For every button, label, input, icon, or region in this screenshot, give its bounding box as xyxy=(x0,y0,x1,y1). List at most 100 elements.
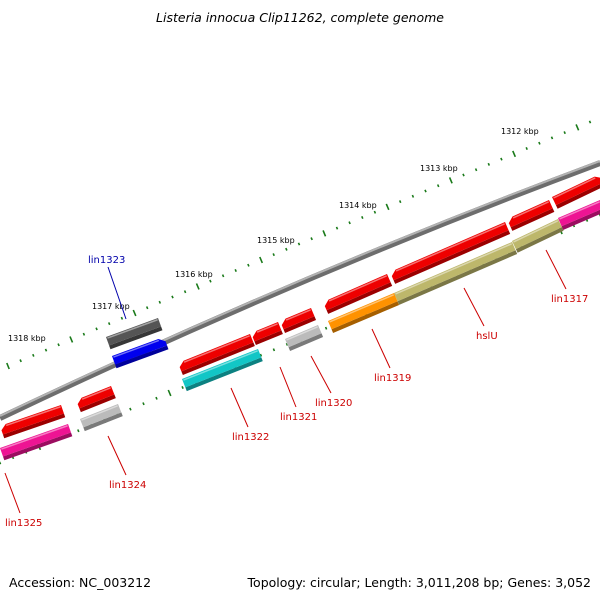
outer-scale-tick-33 xyxy=(424,189,427,193)
topology-value: circular xyxy=(310,575,357,590)
genes-label: Genes: xyxy=(507,575,552,590)
gene-red-lin1325 xyxy=(1,404,66,439)
leader-lin1321 xyxy=(279,366,297,408)
gene-darkgrey-lin1323 xyxy=(106,318,163,350)
kbp-label-1315: 1315 kbp xyxy=(257,236,295,245)
genome-backbone-highlight xyxy=(0,160,600,417)
kbp-label-1318: 1318 kbp xyxy=(8,334,46,343)
leader-lin1325 xyxy=(4,472,21,514)
gene-label-lin1324: lin1324 xyxy=(109,480,146,491)
inner-scale-tick-61 xyxy=(181,385,184,390)
inner-scale-tick-57 xyxy=(129,407,132,411)
kbp-label-1316: 1316 kbp xyxy=(175,270,213,279)
outer-scale-tick-43 xyxy=(550,136,554,140)
gene-leader-lines xyxy=(4,249,567,514)
outer-scale-tick-35 xyxy=(448,177,453,184)
gene-grey-lin1324 xyxy=(80,404,123,432)
outer-scale-tick-18 xyxy=(234,268,237,273)
outer-scale-tick-29 xyxy=(373,210,377,214)
inner-scale-tick-67 xyxy=(259,353,263,357)
outer-scale-tick-22 xyxy=(285,247,288,251)
gene-label-lin1317: lin1317 xyxy=(551,294,588,305)
kbp-label-1314: 1314 kbp xyxy=(339,201,377,210)
kbp-label-1313: 1313 kbp xyxy=(420,164,458,173)
kbp-label-1317: 1317 kbp xyxy=(92,302,130,311)
outer-scale-tick-41 xyxy=(525,146,528,151)
outer-scale-tick-30 xyxy=(385,203,390,211)
inner-scale-tick-53 xyxy=(77,429,80,433)
outer-scale-tick-8 xyxy=(107,322,111,326)
leader-lin1317 xyxy=(545,249,567,290)
inner-scale-tick-68 xyxy=(272,348,276,352)
outer-scale-tick-9 xyxy=(120,316,124,320)
outer-scale-tick-45 xyxy=(575,124,580,131)
outer-scale-tick-15 xyxy=(195,283,200,290)
gene-orange-lin1319 xyxy=(328,292,400,333)
outer-scale-tick-19 xyxy=(247,263,250,267)
leader-lin1324 xyxy=(107,435,127,476)
outer-scale-tick-36 xyxy=(462,173,465,177)
inner-scale-tick-60 xyxy=(167,389,172,397)
leader-lin1320 xyxy=(310,355,332,394)
outer-scale-tick-17 xyxy=(221,274,225,278)
gene-red-lin1322 xyxy=(179,333,255,376)
gene-red-hslU xyxy=(391,221,511,284)
outer-scale-tick-44 xyxy=(563,131,566,135)
outer-scale-tick-4 xyxy=(57,343,60,347)
outer-scale-tick-2 xyxy=(32,353,35,357)
outer-scale-tick-27 xyxy=(348,221,351,225)
outer-scale-tick-37 xyxy=(474,168,478,172)
gene-blue-lin1323 xyxy=(112,339,169,369)
outer-scale-tick-24 xyxy=(310,237,313,241)
gene-grey-lin1320 xyxy=(285,324,324,351)
genome-stats: Topology: circular; Length: 3,011,208 bp… xyxy=(247,575,591,590)
length-value: 3,011,208 bp xyxy=(415,575,500,590)
outer-scale-tick-1 xyxy=(19,359,22,363)
outer-scale-tick-7 xyxy=(95,327,98,331)
gene-label-lin1319: lin1319 xyxy=(374,373,411,384)
outer-scale-tick-6 xyxy=(82,332,86,336)
outer-scale-tick-5 xyxy=(69,336,74,343)
outer-scale-tick-10 xyxy=(132,309,137,317)
gene-track xyxy=(0,176,600,461)
gene-red-lin1320 xyxy=(281,308,317,333)
outer-scale-tick-23 xyxy=(297,242,301,246)
gene-red-a xyxy=(508,200,555,231)
outer-scale-tick-42 xyxy=(538,141,541,145)
gene-cyan-lin1322 xyxy=(182,349,263,392)
leader-lin1322 xyxy=(230,387,249,428)
gene-red-lin1321 xyxy=(252,321,283,346)
map-title: Listeria innocua Clip11262, complete gen… xyxy=(156,10,444,25)
gene-label-lin1322: lin1322 xyxy=(232,432,269,443)
outer-scale-tick-20 xyxy=(259,256,264,264)
outer-scale-tick-40 xyxy=(512,150,517,158)
outer-scale-tick-0 xyxy=(6,362,10,370)
gene-label-lin1323: lin1323 xyxy=(88,255,125,266)
outer-scale-tick-16 xyxy=(209,279,212,283)
outer-scale-tick-38 xyxy=(487,162,491,166)
outer-scale-tick-34 xyxy=(436,184,440,188)
leader-lin1323 xyxy=(107,266,127,320)
outer-scale-tick-11 xyxy=(145,306,149,310)
gene-red-lin1319 xyxy=(324,273,393,314)
inner-scale-tick-59 xyxy=(155,396,158,400)
gene-label-lin1325: lin1325 xyxy=(5,518,42,529)
outer-scale-tick-39 xyxy=(500,157,503,161)
gene-label-lin1320: lin1320 xyxy=(315,398,352,409)
outer-scale-tick-46 xyxy=(588,120,592,124)
outer-scale-tick-31 xyxy=(398,200,402,204)
gene-magenta-lin1325 xyxy=(0,424,73,461)
genes-value: 3,052 xyxy=(555,575,591,590)
accession-label: Accession: xyxy=(9,575,76,590)
inner-scale-tick-69 xyxy=(285,342,289,346)
accession-value: NC_003212 xyxy=(79,575,152,590)
outer-scale-tick-28 xyxy=(361,215,364,220)
leader-lin1319 xyxy=(371,328,391,369)
kbp-label-1312: 1312 kbp xyxy=(501,127,539,136)
gene-magenta-right xyxy=(558,199,600,230)
outer-scale-tick-13 xyxy=(171,295,174,299)
leader-hslU xyxy=(463,287,485,327)
inner-scale-tick-58 xyxy=(142,402,145,406)
